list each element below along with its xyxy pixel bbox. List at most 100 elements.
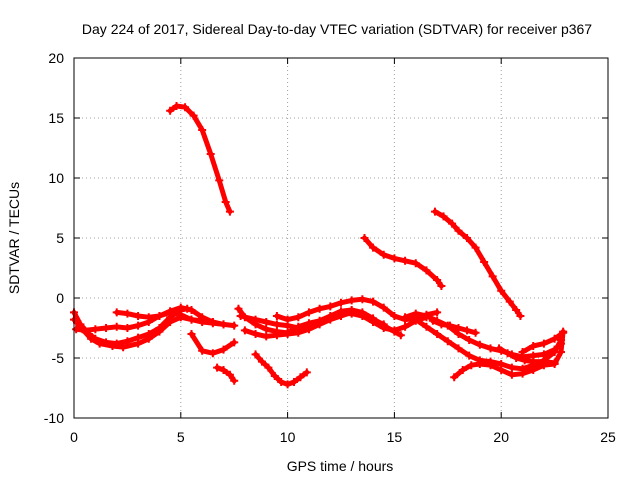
data-point	[454, 344, 463, 353]
series-arc-10	[240, 308, 388, 341]
data-point	[198, 126, 207, 134]
data-point	[112, 308, 121, 317]
data-point	[401, 313, 410, 322]
data-point	[112, 322, 121, 331]
data-point	[236, 312, 245, 320]
data-point	[262, 318, 271, 326]
data-point	[123, 309, 132, 318]
data-point	[294, 328, 303, 337]
data-point	[379, 320, 388, 329]
data-point	[225, 207, 234, 216]
data-point	[172, 102, 181, 110]
series-arc-19	[495, 344, 559, 367]
x-axis-label: GPS time / hours	[287, 458, 394, 474]
data-point	[433, 330, 442, 338]
data-point	[358, 310, 367, 319]
data-point	[189, 111, 198, 120]
data-point	[134, 321, 143, 330]
data-point	[91, 325, 100, 334]
series-arc-12	[251, 350, 311, 389]
data-point	[294, 313, 303, 322]
data-point	[505, 297, 514, 306]
series-line	[214, 365, 237, 384]
data-point	[283, 330, 292, 338]
data-point	[559, 328, 568, 337]
data-point	[495, 344, 504, 353]
data-point	[520, 356, 529, 365]
series-arc-1	[166, 102, 234, 216]
data-point	[369, 297, 378, 306]
data-point	[144, 313, 153, 322]
series-line	[432, 209, 523, 319]
data-point	[262, 332, 271, 341]
data-point	[463, 234, 472, 242]
data-point	[221, 198, 230, 206]
y-tick-label: 0	[56, 290, 64, 306]
data-point	[176, 303, 185, 312]
data-point	[433, 276, 442, 284]
data-point	[439, 212, 448, 221]
data-point	[503, 349, 512, 358]
data-point	[272, 331, 281, 340]
data-point	[396, 331, 405, 340]
data-point	[134, 312, 143, 320]
data-point	[463, 326, 472, 335]
data-point	[166, 106, 175, 115]
data-point	[262, 325, 271, 334]
data-point	[433, 308, 442, 317]
data-point	[471, 243, 480, 252]
data-point	[219, 320, 228, 329]
series-line	[362, 235, 444, 289]
data-point	[486, 361, 495, 370]
data-point	[422, 322, 431, 331]
data-point	[251, 315, 260, 324]
data-point	[198, 316, 207, 325]
data-point	[497, 286, 506, 295]
data-point	[102, 324, 111, 332]
data-point	[208, 349, 217, 358]
data-point	[326, 315, 335, 324]
data-point	[529, 357, 538, 366]
data-point	[95, 339, 104, 348]
data-point	[337, 298, 345, 307]
y-tick-label: 15	[48, 110, 64, 126]
data-point	[181, 103, 190, 112]
data-point	[518, 369, 527, 378]
data-point	[360, 234, 369, 242]
y-tick-label: 5	[56, 230, 64, 246]
tick-layer: 0 5 10 15 20 25 -10 -5 0 5 10 15 20	[44, 50, 616, 445]
data-point	[187, 306, 196, 314]
chart-title: Day 224 of 2017, Sidereal Day-to-day VTE…	[82, 21, 592, 37]
data-point	[283, 380, 292, 389]
data-point	[144, 334, 153, 343]
series-line	[402, 311, 564, 360]
data-point	[123, 324, 132, 332]
data-point	[315, 320, 324, 329]
series-arc-20	[518, 328, 568, 356]
data-point	[166, 318, 175, 326]
data-point	[422, 312, 431, 320]
data-point	[529, 342, 538, 350]
data-point	[225, 370, 234, 379]
data-point	[80, 326, 89, 335]
series-arc-15	[401, 309, 566, 361]
x-tick-label: 15	[387, 429, 403, 445]
data-point	[411, 259, 420, 268]
data-point	[206, 150, 215, 158]
data-point	[390, 312, 399, 320]
data-point	[486, 344, 495, 353]
series-arc-14	[430, 207, 525, 320]
data-point	[467, 361, 476, 370]
data-point	[315, 304, 324, 313]
data-point	[437, 320, 446, 329]
data-point	[72, 325, 81, 334]
data-point	[557, 348, 566, 356]
data-point	[512, 306, 521, 314]
data-point	[272, 312, 281, 320]
data-point	[240, 326, 249, 335]
series-line	[114, 309, 216, 325]
data-point	[304, 325, 313, 334]
x-tick-label: 10	[280, 429, 296, 445]
data-point	[234, 304, 243, 313]
data-point	[411, 315, 420, 324]
